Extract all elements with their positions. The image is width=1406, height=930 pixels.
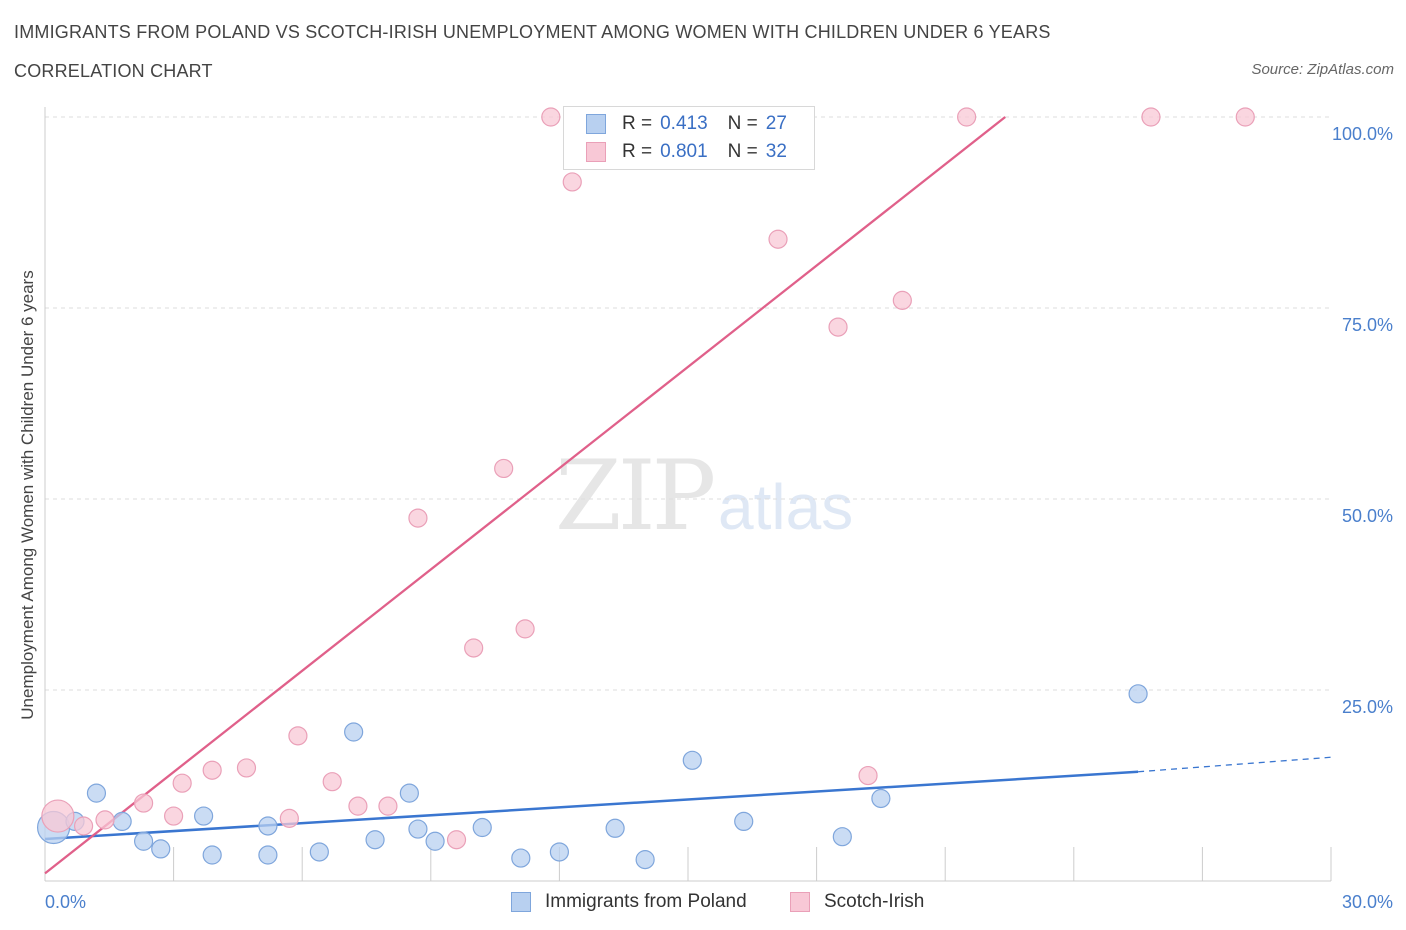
poland-point (202, 845, 222, 865)
poland-trend-extension (1138, 756, 1332, 773)
scotch-irish-point (288, 726, 308, 746)
poland-point (258, 816, 278, 836)
poland-point (832, 827, 852, 847)
poland-point (472, 817, 492, 838)
scotch-irish-point (133, 793, 154, 813)
x-tick-label: 0.0% (45, 892, 86, 912)
watermark-atlas: atlas (718, 471, 854, 543)
poland-point (682, 750, 702, 770)
poland-point (151, 839, 171, 859)
watermark-zip: ZIP (555, 440, 716, 552)
scotch-irish-point (562, 172, 582, 192)
poland-point (309, 842, 329, 862)
y-tick-label: 100.0% (1332, 124, 1393, 144)
poland-point (86, 783, 107, 803)
scotch-irish-point (892, 290, 912, 310)
poland-point (344, 722, 364, 742)
bottom-legend-label: Immigrants from Poland (545, 891, 747, 912)
correlation-legend: R = 0.413 N = 27 R = 0.801 N = 32 (563, 106, 815, 170)
legend-n-label: N = (727, 113, 758, 134)
scotch-irish-point (768, 229, 788, 249)
legend-r-value: 0.413 (660, 113, 708, 134)
scotch-irish-point (41, 799, 75, 833)
poland-point (365, 830, 385, 850)
source-label: Source: ZipAtlas.com (1251, 61, 1394, 78)
scotch-irish-point (164, 806, 184, 826)
scotch-irish-point (464, 638, 484, 658)
scotch-irish-point (1235, 107, 1255, 127)
tick-labels: 25.0% 50.0% 75.0% 100.0% 0.0% 30.0% (45, 124, 1393, 912)
legend-n-label: N = (727, 141, 758, 162)
scotch-irish-point (73, 816, 94, 836)
bottom-legend-swatch-pink (790, 892, 810, 912)
poland-point (399, 783, 419, 803)
scotch-irish-point (408, 508, 428, 528)
bottom-legend-swatch-blue (511, 892, 531, 912)
bottom-legend-poland: Immigrants from Poland (511, 889, 747, 915)
poland-point (112, 811, 132, 832)
chart-subtitle: CORRELATION CHART (14, 61, 213, 81)
legend-r-value: 0.801 (660, 141, 708, 162)
scotch-irish-point (172, 773, 192, 793)
axes (44, 107, 1332, 882)
y-tick-label: 25.0% (1342, 697, 1393, 717)
x-tick-label: 30.0% (1342, 892, 1393, 912)
scotch-irish-point (202, 760, 222, 780)
scotch-irish-point (957, 107, 977, 127)
scotch-irish-point (378, 796, 398, 816)
poland-point (734, 811, 754, 832)
chart-title: IMMIGRANTS FROM POLAND VS SCOTCH-IRISH U… (14, 22, 1051, 42)
poland-point (258, 845, 278, 865)
poland-point (635, 850, 655, 870)
poland-point (408, 819, 428, 839)
poland-point (511, 848, 531, 868)
y-tick-label: 75.0% (1342, 315, 1393, 335)
poland-point (871, 788, 891, 809)
scotch-irish-point (1141, 107, 1161, 127)
poland-point (549, 842, 570, 862)
scotch-irish-point (446, 830, 467, 850)
scotch-irish-trend-line (44, 116, 1006, 875)
legend-row-scotch-irish: R = 0.801 N = 32 (586, 139, 787, 165)
scotch-irish-point (858, 765, 878, 786)
data-points (36, 107, 1255, 870)
legend-row-poland: R = 0.413 N = 27 (586, 111, 787, 137)
legend-swatch-blue (586, 114, 606, 134)
poland-point (194, 806, 214, 826)
scotch-irish-point (348, 796, 368, 816)
legend-r-label: R = (622, 141, 653, 162)
legend-swatch-pink (586, 142, 606, 162)
poland-point (1128, 684, 1148, 704)
scotch-irish-point (828, 317, 848, 337)
poland-point (133, 831, 154, 851)
poland-trend-line (44, 770, 1139, 841)
scotch-irish-point (95, 810, 115, 830)
legend-n-value: 27 (765, 113, 787, 134)
trend-lines (44, 116, 1332, 875)
y-tick-label: 50.0% (1342, 506, 1393, 526)
poland-point (605, 818, 625, 838)
bottom-legend-scotch-irish: Scotch-Irish (790, 889, 924, 915)
scotch-irish-point (494, 458, 514, 479)
poland-point (425, 831, 445, 851)
scotch-irish-point (541, 107, 561, 127)
scotch-irish-point (279, 808, 299, 828)
legend-r-label: R = (622, 113, 653, 134)
scotch-irish-point (515, 619, 535, 639)
legend-n-value: 32 (765, 141, 787, 162)
grid-lines (45, 116, 1331, 691)
scotch-irish-point (236, 758, 257, 778)
scotch-irish-point (322, 772, 342, 792)
bottom-legend-label: Scotch-Irish (824, 891, 925, 912)
